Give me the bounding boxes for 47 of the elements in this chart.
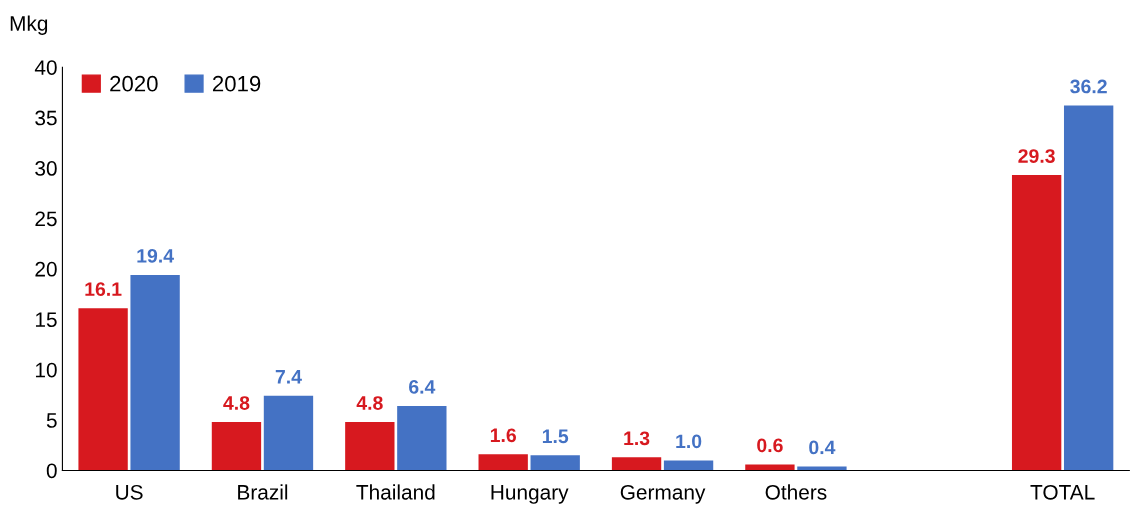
bar bbox=[130, 274, 180, 471]
legend-label: 2020 bbox=[110, 75, 158, 92]
y-tick-label: 35 bbox=[35, 110, 57, 126]
bar bbox=[397, 405, 447, 471]
x-tick-label: Others bbox=[765, 484, 827, 500]
data-label: 29.3 bbox=[1018, 149, 1055, 163]
bar bbox=[611, 457, 662, 471]
y-tick-label: 20 bbox=[35, 261, 57, 277]
data-label: 4.8 bbox=[356, 396, 383, 410]
data-label: 6.4 bbox=[409, 380, 436, 394]
data-label: 7.4 bbox=[275, 370, 302, 384]
y-tick-label: 15 bbox=[35, 312, 57, 327]
bar bbox=[478, 454, 528, 471]
data-label: 0.6 bbox=[757, 438, 783, 453]
x-tick-label: Germany bbox=[620, 484, 706, 504]
x-tick-label: Thailand bbox=[356, 484, 435, 500]
data-label: 1.0 bbox=[676, 434, 702, 449]
y-axis-title: Mkg bbox=[10, 15, 48, 35]
y-tick-label: 5 bbox=[46, 413, 57, 428]
data-label: 36.2 bbox=[1070, 79, 1107, 94]
x-tick-label: Brazil bbox=[238, 484, 288, 500]
bar bbox=[211, 422, 262, 471]
data-label: 1.6 bbox=[490, 428, 516, 443]
data-label: 4.8 bbox=[223, 396, 250, 410]
data-label: 16.1 bbox=[85, 282, 122, 296]
data-label: 1.3 bbox=[624, 431, 650, 446]
bar bbox=[263, 395, 314, 471]
bar bbox=[1063, 105, 1114, 471]
bar bbox=[345, 422, 395, 471]
y-tick-label: 30 bbox=[35, 161, 57, 176]
y-tick-label: 40 bbox=[34, 60, 57, 75]
legend-label: 2019 bbox=[212, 75, 261, 92]
bar bbox=[78, 308, 128, 471]
y-tick-label: 10 bbox=[35, 362, 57, 378]
y-tick-label: 25 bbox=[35, 211, 57, 227]
y-tick-label: 0 bbox=[46, 463, 57, 479]
bar bbox=[530, 455, 580, 471]
bar bbox=[663, 460, 714, 471]
data-label: 0.4 bbox=[809, 440, 836, 455]
bar bbox=[745, 464, 795, 471]
x-tick-label: US bbox=[116, 484, 143, 500]
bar bbox=[797, 466, 847, 471]
bar bbox=[1011, 175, 1062, 471]
x-tick-label: Hungary bbox=[491, 485, 569, 504]
x-tick-label: TOTAL bbox=[1030, 484, 1095, 500]
data-label: 19.4 bbox=[137, 248, 174, 263]
data-label: 1.5 bbox=[542, 429, 569, 444]
